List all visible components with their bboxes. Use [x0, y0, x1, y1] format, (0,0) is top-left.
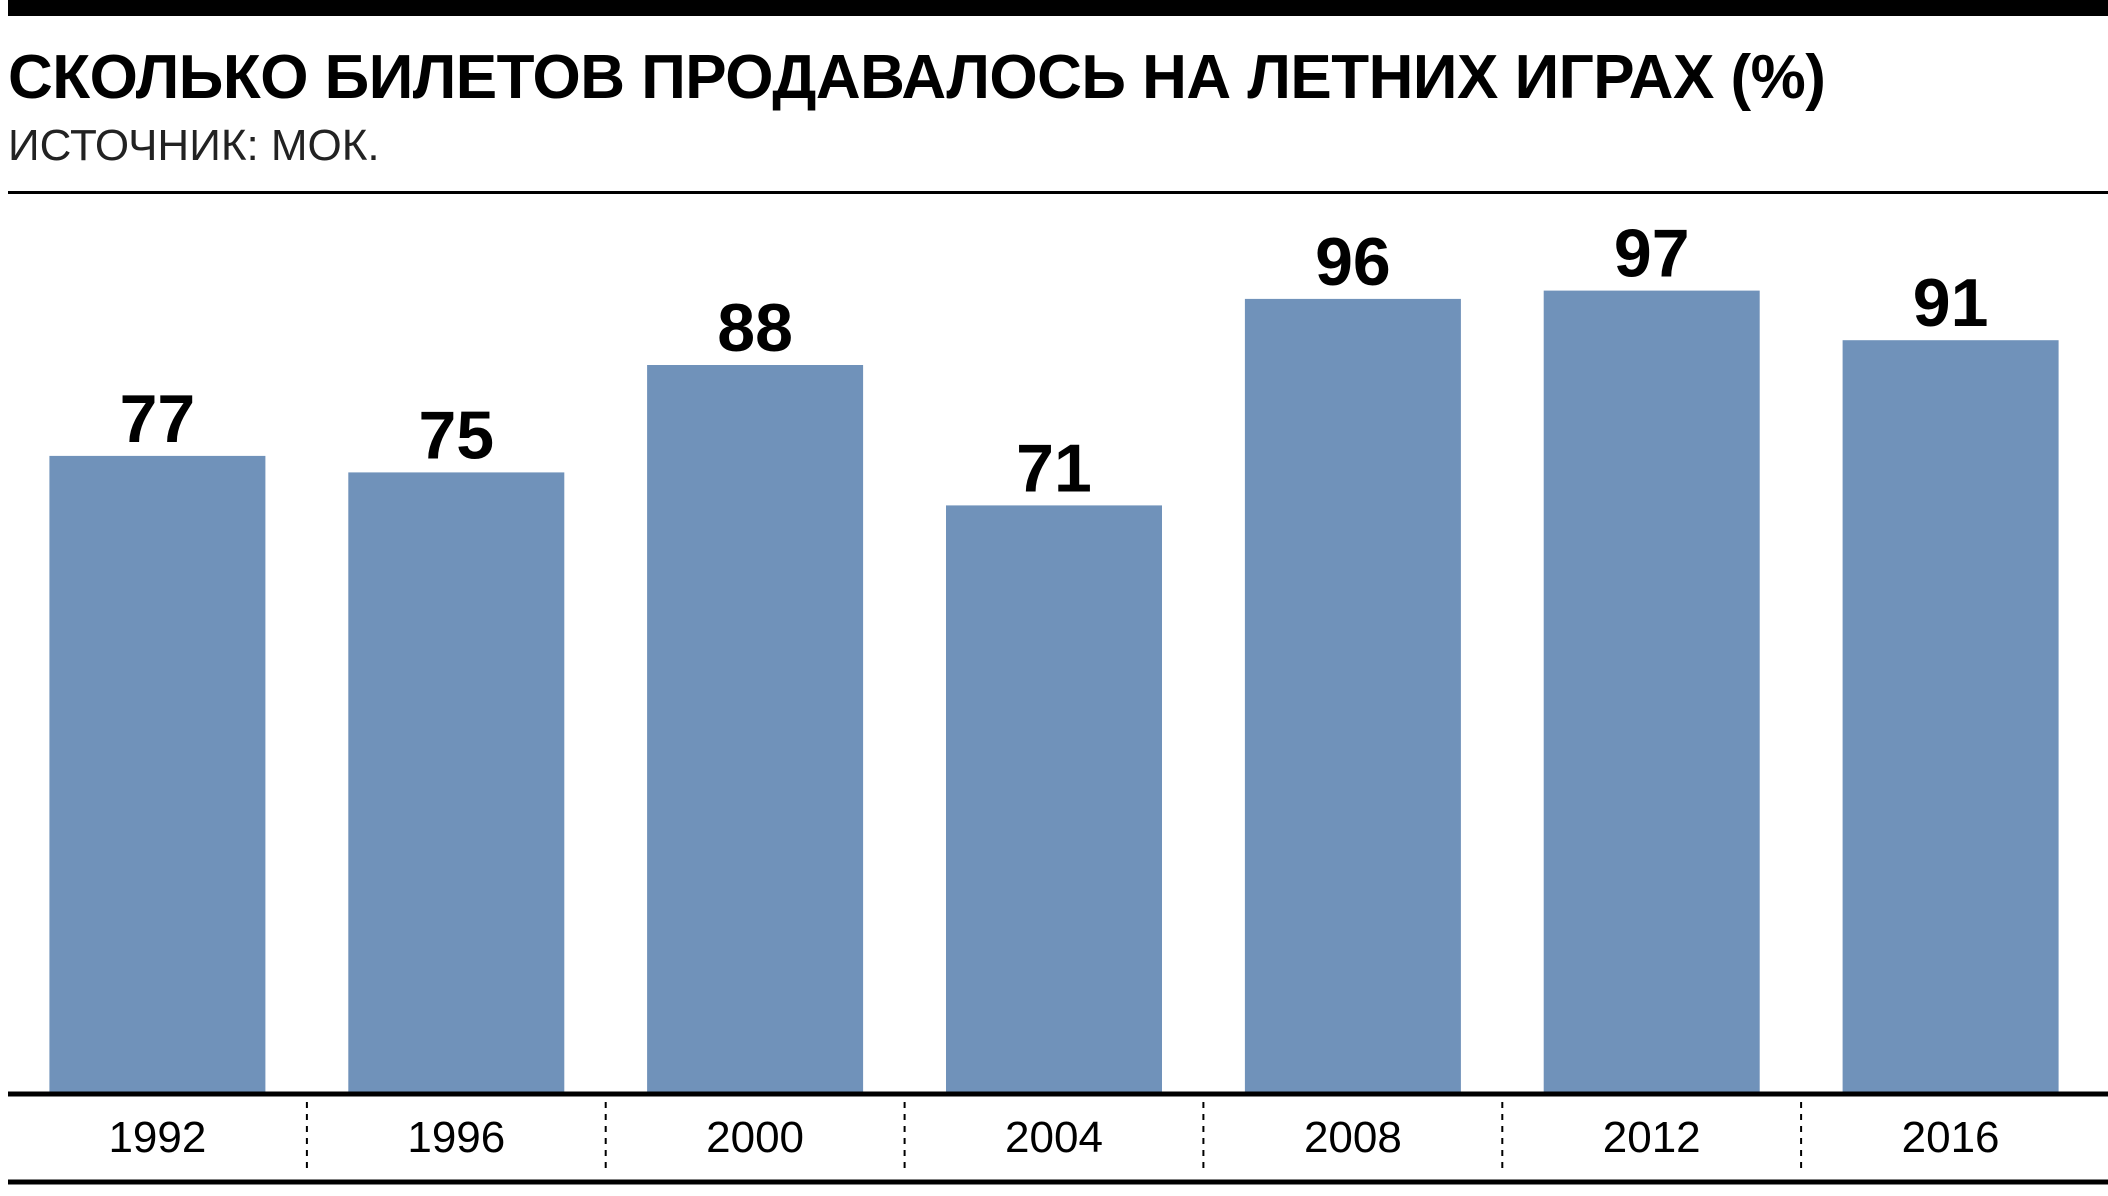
- chart-title: СКОЛЬКО БИЛЕТОВ ПРОДАВАЛОСЬ НА ЛЕТНИХ ИГ…: [8, 43, 1826, 112]
- bar-2008: [1244, 298, 1461, 1092]
- value-label-2016: 91: [1913, 265, 1989, 341]
- bar-2004: [946, 505, 1162, 1092]
- value-label-2012: 97: [1614, 216, 1690, 292]
- tick-label-1992: 1992: [108, 1113, 206, 1162]
- value-label-1992: 77: [120, 381, 196, 457]
- bar-2012: [1543, 290, 1760, 1093]
- bar-1996: [348, 472, 565, 1092]
- value-label-2000: 88: [717, 290, 793, 366]
- value-label-2004: 71: [1016, 430, 1092, 506]
- bars-group: [49, 290, 2059, 1093]
- bar-1992: [49, 455, 266, 1092]
- tick-label-2012: 2012: [1603, 1113, 1701, 1162]
- tick-label-2004: 2004: [1005, 1113, 1103, 1162]
- chart-source: ИСТОЧНИК: МОК.: [8, 121, 380, 170]
- bar-2016: [1842, 340, 2059, 1092]
- tick-label-1996: 1996: [407, 1113, 505, 1162]
- value-labels-group: 77 75 88 71 96 97 91: [120, 216, 1989, 507]
- tick-label-2000: 2000: [706, 1113, 804, 1162]
- header-rule: [8, 191, 2108, 194]
- value-label-2008: 96: [1315, 224, 1391, 300]
- value-label-1996: 75: [418, 397, 494, 473]
- bar-2000: [647, 365, 864, 1092]
- tick-label-2016: 2016: [1902, 1113, 2000, 1162]
- top-rule: [8, 0, 2108, 16]
- tick-labels-group: 1992 1996 2000 2004 2008 2012 2016: [108, 1113, 1999, 1162]
- tick-label-2008: 2008: [1304, 1113, 1402, 1162]
